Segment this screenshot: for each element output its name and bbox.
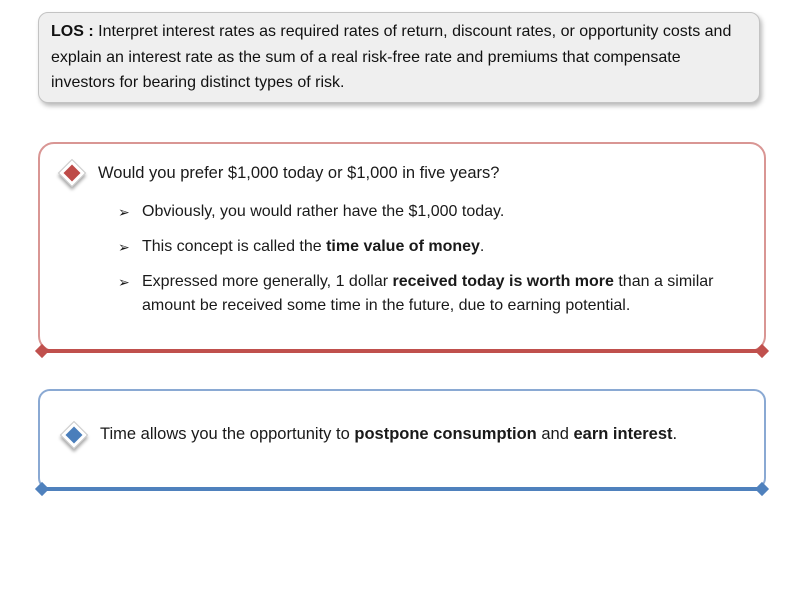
los-text: LOS : Interpret interest rates as requir… — [51, 19, 747, 96]
list-item: ➢ Obviously, you would rather have the $… — [118, 200, 764, 224]
blue-accent-rule — [34, 481, 770, 496]
tvm-main-bullet-row: Would you prefer $1,000 today or $1,000 … — [40, 144, 764, 188]
blue-diamond-bullet-icon — [59, 420, 89, 449]
sub-bullet-text: Expressed more generally, 1 dollar recei… — [142, 273, 714, 314]
arrow-bullet-icon: ➢ — [118, 204, 130, 220]
los-body: Interpret interest rates as required rat… — [51, 23, 732, 91]
list-item: ➢ Expressed more generally, 1 dollar rec… — [118, 270, 764, 318]
sub-bullet-text: This concept is called the time value of… — [142, 238, 485, 255]
red-accent-rule — [34, 343, 770, 358]
rule-diamond-end-icon — [34, 343, 50, 358]
los-label: LOS : — [51, 23, 94, 40]
blue-diamond-inner-icon — [65, 426, 83, 443]
time-statement: Time allows you the opportunity to postp… — [100, 425, 678, 443]
red-diamond-inner-icon — [63, 164, 81, 182]
time-callout-box: Time allows you the opportunity to postp… — [34, 389, 770, 496]
sub-bullet-text: Obviously, you would rather have the $1,… — [142, 203, 505, 220]
tvm-callout-box: Would you prefer $1,000 today or $1,000 … — [34, 142, 770, 358]
arrow-bullet-icon: ➢ — [118, 239, 130, 255]
los-box: LOS : Interpret interest rates as requir… — [38, 12, 760, 103]
red-diamond-bullet-icon — [57, 158, 87, 188]
tvm-main-question: Would you prefer $1,000 today or $1,000 … — [98, 164, 500, 182]
time-bullet-row: Time allows you the opportunity to postp… — [40, 391, 764, 488]
rule-diamond-end-icon — [754, 343, 770, 358]
tvm-sub-bullet-list: ➢ Obviously, you would rather have the $… — [118, 200, 764, 318]
arrow-bullet-icon: ➢ — [118, 274, 130, 290]
list-item: ➢ This concept is called the time value … — [118, 235, 764, 259]
